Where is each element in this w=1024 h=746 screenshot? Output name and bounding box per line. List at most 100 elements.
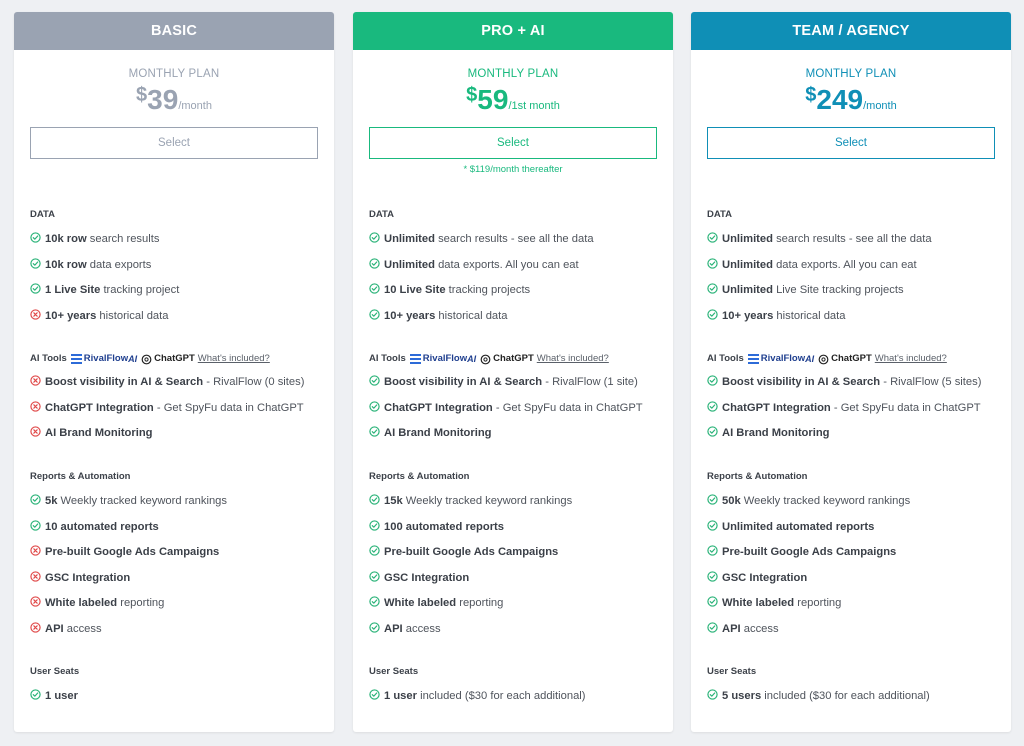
rivalflow-logo: RivalFlow AI — [409, 352, 476, 366]
check-circle-icon — [707, 490, 718, 505]
rivalflow-icon — [70, 354, 82, 364]
feature-item: Unlimited automated reports — [707, 515, 1001, 541]
feature-item: ChatGPT Integration - Get SpyFu data in … — [369, 396, 663, 422]
feature-item: API access — [30, 617, 324, 643]
feature-item: Boost visibility in AI & Search - RivalF… — [707, 370, 1001, 396]
section-title-data: DATA — [30, 209, 55, 220]
feature-list: Boost visibility in AI & Search - RivalF… — [30, 370, 324, 447]
price-currency: $ — [805, 84, 817, 106]
x-circle-icon — [30, 371, 41, 386]
price: $39/month — [14, 84, 334, 120]
feature-text: reporting — [456, 597, 504, 609]
feature-highlight: 1 user — [384, 690, 417, 702]
feature-highlight: GSC Integration — [384, 571, 470, 584]
check-circle-icon — [707, 305, 718, 320]
select-button[interactable]: Select — [707, 127, 995, 159]
feature-item: 1 Live Site tracking project — [30, 278, 324, 304]
select-button[interactable]: Select — [30, 127, 318, 159]
feature-highlight: 10+ years — [722, 309, 774, 322]
feature-text: Live Site tracking projects — [772, 284, 904, 296]
feature-list: Boost visibility in AI & Search - RivalF… — [707, 370, 1001, 447]
feature-item: AI Brand Monitoring — [369, 421, 663, 447]
feature-item: 5 users included ($30 for each additiona… — [707, 684, 1001, 710]
ai-tools-label: AI Tools — [369, 353, 406, 364]
feature-highlight: ChatGPT Integration — [722, 401, 831, 414]
feature-item: AI Brand Monitoring — [707, 421, 1001, 447]
feature-highlight: White labeled — [722, 597, 795, 609]
plan-label: MONTHLY PLAN — [467, 68, 559, 80]
feature-highlight: API — [722, 622, 741, 635]
check-circle-icon — [707, 618, 718, 633]
section-title-seats: User Seats — [30, 666, 80, 677]
feature-highlight: Pre-built Google Ads Campaigns — [45, 546, 220, 558]
rivalflow-logo: RivalFlow AI — [70, 352, 137, 366]
feature-text: historical data — [773, 309, 846, 322]
whats-included-link[interactable]: What's included? — [874, 353, 947, 364]
feature-item: AI Brand Monitoring — [30, 421, 324, 447]
feature-highlight: API — [384, 622, 403, 635]
reports-section: Reports & Automation 50k Weekly tracked … — [707, 470, 1001, 642]
ai-tools-label: AI Tools — [707, 353, 744, 364]
select-button[interactable]: Select — [369, 127, 657, 159]
ai-tools-section: AI Tools RivalFlow AI ChatGPT What's incl… — [369, 352, 663, 447]
feature-highlight: 10k row — [45, 233, 87, 245]
data-section: DATA Unlimited search results - see all … — [707, 208, 1001, 329]
feature-item: API access — [707, 617, 1001, 643]
feature-highlight: Boost visibility in AI & Search — [722, 376, 881, 388]
feature-item: 15k Weekly tracked keyword rankings — [369, 489, 663, 515]
data-section: DATA 10k row search results 10k row data … — [30, 208, 324, 329]
whats-included-link[interactable]: What's included? — [197, 353, 270, 364]
feature-highlight: Unlimited — [722, 284, 773, 296]
rivalflow-text: RivalFlow — [760, 353, 806, 364]
check-circle-icon — [369, 685, 380, 700]
reports-section: Reports & Automation 15k Weekly tracked … — [369, 470, 663, 642]
feature-highlight: White labeled — [384, 597, 457, 609]
x-circle-icon — [30, 422, 41, 437]
feature-text: - Get SpyFu data in ChatGPT — [830, 401, 981, 414]
reports-section: Reports & Automation 5k Weekly tracked k… — [30, 470, 324, 642]
feature-item: 10+ years historical data — [369, 304, 663, 330]
feature-item: 50k Weekly tracked keyword rankings — [707, 489, 1001, 515]
x-circle-icon — [30, 592, 41, 607]
feature-item: Unlimited search results - see all the d… — [707, 227, 1001, 253]
check-circle-icon — [30, 490, 41, 505]
plan-header: PRO + AI — [353, 12, 673, 50]
feature-item: ChatGPT Integration - Get SpyFu data in … — [30, 396, 324, 422]
feature-list: 5 users included ($30 for each additiona… — [707, 684, 1001, 710]
section-title-ai: AI Tools RivalFlow AI ChatGPT What's incl… — [707, 352, 1001, 366]
feature-item: ChatGPT Integration - Get SpyFu data in … — [707, 396, 1001, 422]
feature-item: Unlimited data exports. All you can eat — [707, 253, 1001, 279]
feature-item: Boost visibility in AI & Search - RivalF… — [369, 370, 663, 396]
feature-text: - Get SpyFu data in ChatGPT — [492, 401, 643, 414]
feature-text: - RivalFlow (1 site) — [542, 376, 638, 388]
feature-list: 15k Weekly tracked keyword rankings 100 a… — [369, 489, 663, 642]
check-circle-icon — [30, 254, 41, 269]
feature-highlight: 5 users — [722, 690, 762, 702]
feature-text: search results - see all the data — [434, 233, 594, 245]
section-title-seats: User Seats — [369, 666, 419, 677]
feature-highlight: Boost visibility in AI & Search — [45, 376, 204, 388]
check-circle-icon — [369, 618, 380, 633]
check-circle-icon — [369, 490, 380, 505]
feature-highlight: Unlimited — [722, 258, 773, 271]
check-circle-icon — [707, 567, 718, 582]
x-circle-icon — [30, 618, 41, 633]
check-circle-icon — [707, 397, 718, 412]
feature-item: 5k Weekly tracked keyword rankings — [30, 489, 324, 515]
check-circle-icon — [369, 279, 380, 294]
feature-text: included ($30 for each additional) — [416, 690, 586, 702]
whats-included-link[interactable]: What's included? — [536, 353, 609, 364]
feature-text: historical data — [96, 309, 169, 322]
feature-highlight: GSC Integration — [722, 571, 808, 584]
feature-item: 10k row data exports — [30, 253, 324, 279]
feature-list: 1 user — [30, 684, 324, 710]
feature-highlight: ChatGPT Integration — [45, 401, 154, 414]
price-period: /month — [863, 100, 897, 112]
feature-item: 1 user — [30, 684, 324, 710]
chatgpt-text: ChatGPT — [154, 353, 195, 364]
feature-text: Weekly tracked keyword rankings — [57, 495, 227, 507]
x-circle-icon — [30, 397, 41, 412]
rivalflow-text: RivalFlow — [83, 353, 129, 364]
feature-item: 10+ years historical data — [30, 304, 324, 330]
